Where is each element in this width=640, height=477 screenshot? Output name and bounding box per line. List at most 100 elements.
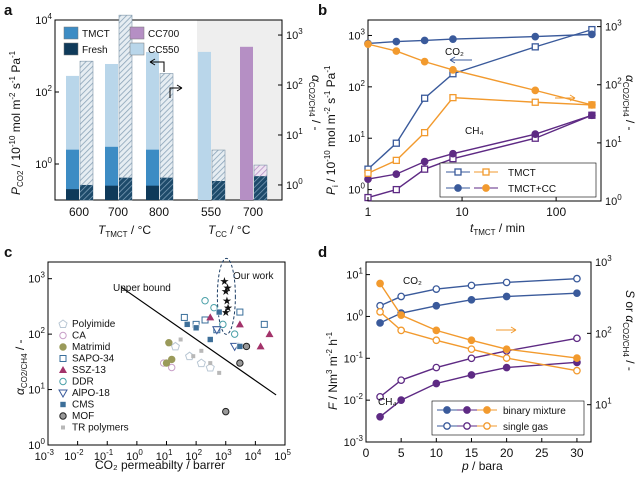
x-tick-label: 20 bbox=[500, 446, 514, 460]
y-tick-label: 100 bbox=[28, 437, 45, 452]
y-left-tick: 102 bbox=[35, 84, 52, 99]
data-point bbox=[573, 274, 581, 283]
data-point bbox=[236, 308, 244, 316]
data-point bbox=[531, 98, 539, 106]
y-left-tick: 101 bbox=[346, 267, 363, 282]
x-tick-label: 10-1 bbox=[94, 448, 114, 463]
x-tick-label: 600 bbox=[69, 205, 89, 219]
x-tick-label: 0 bbox=[363, 446, 370, 460]
legend-label: AlPO-18 bbox=[72, 388, 110, 399]
data-point bbox=[206, 313, 215, 321]
data-point bbox=[61, 425, 65, 430]
y-right-tick: 103 bbox=[595, 254, 612, 269]
panel-letter: d bbox=[318, 244, 327, 261]
x-tick-label: 700 bbox=[108, 205, 128, 219]
legend-swatch bbox=[129, 26, 145, 40]
y-left-tick: 100 bbox=[346, 308, 363, 323]
legend-label: CA bbox=[72, 331, 86, 342]
x-tick-label: 103 bbox=[215, 448, 232, 463]
data-point bbox=[531, 130, 540, 139]
panel-b: 1 10 100 100 100 101 101 102 102 103 103 CO₂ CH₄ TMCT… bbox=[318, 2, 637, 237]
data-point bbox=[58, 319, 68, 328]
data-point bbox=[573, 334, 581, 343]
legend-label: TMCT bbox=[508, 168, 536, 179]
panel-a: 100 102 104 100 101 102 103 600 700 800 550 700 TMCT… bbox=[4, 2, 323, 239]
y-right-tick: 101 bbox=[595, 397, 612, 412]
bar-fresh bbox=[105, 185, 118, 200]
data-point bbox=[420, 165, 429, 173]
x-tick-label: 101 bbox=[156, 448, 173, 463]
data-point bbox=[168, 355, 176, 364]
data-point bbox=[432, 326, 441, 335]
legend-label: DDR bbox=[72, 377, 94, 388]
y-right-tick: 102 bbox=[605, 77, 622, 92]
x-tick-label: 10-2 bbox=[64, 448, 84, 463]
axes-frame bbox=[365, 261, 592, 443]
x-axis-label-tmct: TTMCT / °C bbox=[98, 223, 151, 239]
x-tick-label: 104 bbox=[245, 448, 262, 463]
data-point bbox=[256, 342, 265, 350]
panel-letter: b bbox=[318, 2, 327, 19]
data-point bbox=[502, 363, 511, 372]
legend-label: TMCT bbox=[82, 29, 110, 40]
panel-letter: c bbox=[4, 244, 12, 261]
y-tick-label: 102 bbox=[28, 326, 45, 341]
data-point bbox=[217, 370, 222, 375]
data-point bbox=[502, 354, 511, 362]
data-point bbox=[588, 111, 596, 120]
series-line bbox=[367, 28, 593, 170]
data-point bbox=[588, 101, 596, 109]
legend-box bbox=[431, 400, 585, 436]
x-tick-label: 10 bbox=[455, 205, 469, 219]
y-tick-label: 103 bbox=[28, 271, 45, 286]
x-tick-label: 30 bbox=[570, 446, 584, 460]
bar-fresh bbox=[146, 185, 159, 200]
series-line bbox=[379, 283, 578, 359]
annotation-ch4: CH₄ bbox=[465, 126, 484, 137]
x-tick-label: 5 bbox=[398, 446, 405, 460]
bar-fresh-selectivity bbox=[119, 177, 132, 200]
data-point bbox=[230, 330, 239, 338]
data-point bbox=[59, 366, 67, 373]
data-point-star: ★ bbox=[223, 303, 233, 315]
x-tick-label: 25 bbox=[535, 446, 549, 460]
data-point bbox=[376, 279, 384, 288]
series-line bbox=[367, 43, 593, 106]
series-line bbox=[379, 361, 577, 418]
data-point bbox=[588, 30, 596, 39]
arrow-left-axis bbox=[149, 58, 165, 72]
data-point bbox=[168, 363, 176, 372]
data-point bbox=[196, 358, 206, 368]
x-tick-label: 105 bbox=[274, 448, 291, 463]
legend-label: SSZ-13 bbox=[72, 365, 106, 376]
data-point bbox=[59, 355, 67, 362]
legend-marker bbox=[454, 168, 462, 176]
data-point bbox=[573, 366, 581, 375]
legend-marker bbox=[443, 422, 451, 430]
y-right-tick: 100 bbox=[605, 193, 622, 208]
data-point bbox=[206, 336, 214, 343]
data-point bbox=[432, 336, 441, 345]
series-line bbox=[379, 337, 578, 398]
data-point bbox=[376, 308, 384, 316]
legend-label: Matrimid bbox=[72, 342, 110, 353]
y-left-tick: 10-2 bbox=[344, 392, 364, 407]
x-tick-label: 1 bbox=[365, 205, 372, 219]
data-point bbox=[392, 156, 400, 165]
data-point bbox=[376, 392, 384, 401]
y-left-tick: 100 bbox=[348, 182, 365, 197]
legend-label: CC700 bbox=[148, 29, 180, 40]
x-tick-label: 10 bbox=[430, 446, 444, 460]
data-point bbox=[59, 343, 67, 351]
y-right-tick: 100 bbox=[286, 177, 303, 192]
data-point bbox=[201, 297, 209, 305]
data-point bbox=[183, 321, 191, 328]
x-tick-label: 100 bbox=[546, 205, 566, 219]
series-line bbox=[367, 96, 592, 174]
y-left-tick: 103 bbox=[348, 27, 365, 42]
y-right-tick: 103 bbox=[286, 27, 303, 42]
data-point bbox=[376, 412, 384, 421]
data-point bbox=[432, 285, 441, 293]
legend-marker bbox=[482, 184, 490, 192]
